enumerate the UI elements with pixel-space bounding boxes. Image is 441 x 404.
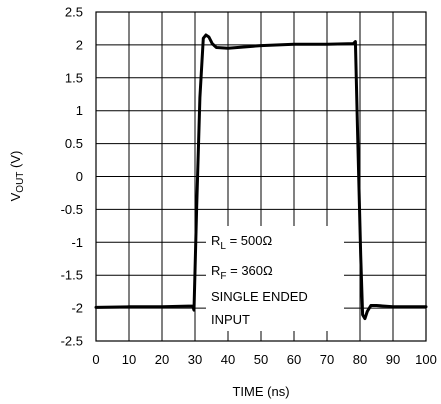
y-tick-label: 2.5 bbox=[65, 5, 83, 20]
x-tick-label: 60 bbox=[287, 352, 301, 367]
y-tick-labels: 2.5 2 1.5 1 0.5 0 -0.5 -1 -1.5 -2 -2.5 bbox=[61, 5, 83, 349]
vout-trace bbox=[94, 33, 428, 321]
y-axis-title: VOUT (V) bbox=[8, 151, 26, 202]
y-tick-label: -1 bbox=[71, 235, 83, 250]
x-tick-label: 80 bbox=[353, 352, 367, 367]
plot-frame bbox=[95, 11, 427, 342]
x-tick-label: 90 bbox=[386, 352, 400, 367]
annotation-rl: RL = 500Ω bbox=[211, 233, 272, 252]
traces bbox=[94, 33, 428, 321]
x-tick-label: 50 bbox=[254, 352, 268, 367]
annotation-background bbox=[206, 226, 344, 331]
y-tick-label: 0.5 bbox=[65, 136, 83, 151]
annotation-rf: RF = 360Ω bbox=[211, 263, 273, 282]
x-axis-title: TIME (ns) bbox=[232, 384, 289, 399]
x-tick-label: 0 bbox=[92, 352, 99, 367]
x-tick-label: 40 bbox=[221, 352, 235, 367]
y-tick-label: 0 bbox=[76, 169, 83, 184]
x-tick-label: 100 bbox=[415, 352, 437, 367]
x-tick-label: 70 bbox=[320, 352, 334, 367]
annotation-input: INPUT bbox=[211, 312, 250, 327]
y-tick-label: -2 bbox=[71, 301, 83, 316]
y-tick-label: 2 bbox=[76, 37, 83, 52]
x-tick-labels: 0 10 20 30 40 50 60 70 80 90 100 bbox=[92, 352, 436, 367]
annotation-single-ended: SINGLE ENDED bbox=[211, 289, 308, 304]
x-tick-label: 30 bbox=[188, 352, 202, 367]
x-tick-label: 20 bbox=[155, 352, 169, 367]
y-tick-label: -1.5 bbox=[61, 268, 83, 283]
y-tick-label: -2.5 bbox=[61, 334, 83, 349]
x-tick-label: 10 bbox=[122, 352, 136, 367]
y-tick-label: -0.5 bbox=[61, 202, 83, 217]
annotation-group: RL = 500Ω RF = 360Ω SINGLE ENDED INPUT bbox=[206, 226, 344, 331]
y-tick-label: 1 bbox=[76, 103, 83, 118]
y-tick-label: 1.5 bbox=[65, 70, 83, 85]
